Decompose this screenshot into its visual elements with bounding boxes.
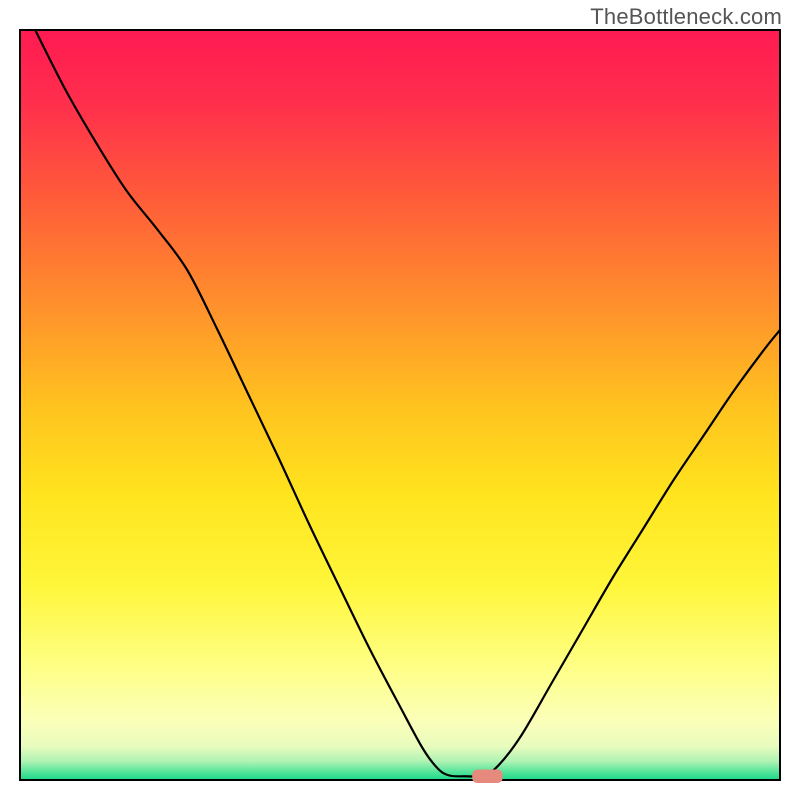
optimal-marker [472, 770, 502, 784]
plot-background [20, 30, 780, 780]
chart-svg [0, 0, 800, 800]
bottleneck-chart: TheBottleneck.com [0, 0, 800, 800]
watermark-text: TheBottleneck.com [590, 4, 782, 30]
